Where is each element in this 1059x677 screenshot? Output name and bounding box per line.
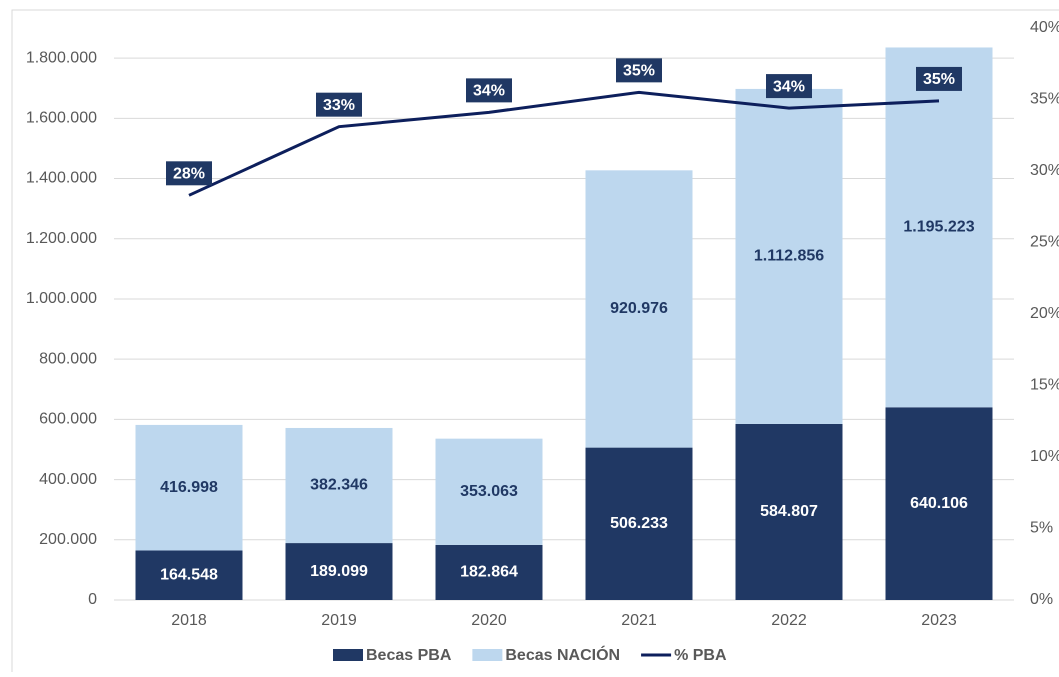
bar-value-label: 189.099 [310, 563, 368, 580]
bar-segment [585, 447, 693, 600]
y2-tick-label: 25% [1030, 234, 1059, 251]
y2-tick-label: 30% [1030, 162, 1059, 179]
bar-value-label: 1.195.223 [903, 219, 974, 236]
y-tick-label: 1.000.000 [26, 290, 97, 307]
line-label-box [616, 58, 662, 83]
x-tick-label: 2018 [171, 612, 207, 629]
line-value-label: 33% [323, 97, 355, 114]
bar-value-label: 382.346 [310, 477, 368, 494]
x-tick-label: 2021 [621, 612, 657, 629]
bar-segment [735, 423, 843, 600]
line-value-label: 28% [173, 166, 205, 183]
line-label-box [466, 78, 512, 103]
bar-segment [885, 47, 993, 408]
bar-value-label: 416.998 [160, 479, 218, 496]
bar-value-label: 353.063 [460, 483, 518, 500]
legend-label: Becas NACIÓN [505, 645, 620, 664]
y-tick-label: 1.600.000 [26, 110, 97, 127]
line-label-box [766, 74, 812, 99]
line-label-box [316, 92, 362, 117]
y-tick-label: 1.200.000 [26, 230, 97, 247]
bar-segment [435, 544, 543, 600]
bar-segment [135, 424, 243, 551]
y-tick-label: 600.000 [39, 411, 97, 428]
bar-segment [585, 170, 693, 448]
y-tick-label: 1.800.000 [26, 49, 97, 66]
y2-tick-label: 40% [1030, 19, 1059, 36]
y-tick-label: 800.000 [39, 350, 97, 367]
chart-border [11, 9, 1059, 677]
bar-segment [735, 88, 843, 424]
y2-tick-label: 0% [1030, 591, 1053, 608]
y-tick-label: 0 [88, 591, 97, 608]
line-value-label: 35% [923, 71, 955, 88]
x-tick-label: 2023 [921, 612, 957, 629]
bar-value-label: 164.548 [160, 566, 218, 583]
bar-segment [135, 550, 243, 600]
bar-value-label: 506.233 [610, 515, 668, 532]
legend-label: % PBA [674, 647, 727, 664]
y2-tick-label: 20% [1030, 305, 1059, 322]
legend-label: Becas PBA [366, 647, 452, 664]
x-tick-label: 2020 [471, 612, 507, 629]
bar-segment [285, 427, 393, 544]
line-value-label: 34% [773, 78, 805, 95]
legend-swatch [472, 649, 503, 661]
bar-value-label: 1.112.856 [754, 248, 824, 265]
legend-swatch [333, 649, 363, 661]
y2-tick-label: 5% [1030, 520, 1053, 537]
y2-tick-label: 35% [1030, 91, 1059, 108]
y-tick-label: 200.000 [39, 531, 97, 548]
line-label-box [166, 161, 212, 186]
bar-value-label: 182.864 [460, 564, 518, 581]
y2-tick-label: 10% [1030, 448, 1059, 465]
line-value-label: 35% [623, 63, 655, 80]
x-tick-label: 2019 [321, 612, 357, 629]
bar-value-label: 584.807 [760, 503, 818, 520]
y2-tick-label: 15% [1030, 377, 1059, 394]
bar-segment [885, 407, 993, 600]
bar-segment [435, 438, 543, 545]
bar-value-label: 920.976 [610, 300, 668, 317]
bar-segment [285, 543, 393, 600]
line-value-label: 34% [473, 83, 505, 100]
y-tick-label: 1.400.000 [26, 170, 97, 187]
x-tick-label: 2022 [771, 612, 807, 629]
line [188, 90, 940, 197]
line-label-box [916, 66, 962, 91]
y-tick-label: 400.000 [39, 471, 97, 488]
bar-value-label: 640.106 [910, 495, 968, 512]
